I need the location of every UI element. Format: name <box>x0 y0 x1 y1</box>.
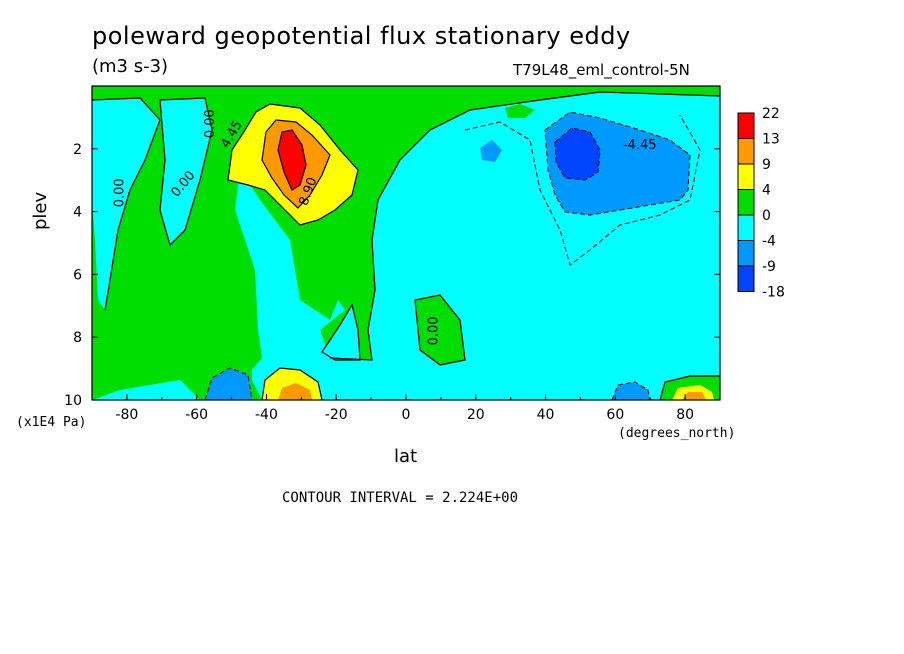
colorbar-swatch <box>737 265 755 292</box>
x-tick-label: 20 <box>467 407 485 423</box>
x-axis-label: lat <box>394 446 418 467</box>
colorbar-label: -18 <box>762 285 785 301</box>
x-tick-label: -20 <box>325 407 348 423</box>
field-cyan-south2 <box>160 98 212 245</box>
contour-label: 0.00 <box>426 316 441 345</box>
contour-label: 0.00 <box>112 178 127 207</box>
colorbar-label: 13 <box>762 132 780 148</box>
x-tick-label: 40 <box>537 407 555 423</box>
chart-title: poleward geopotential flux stationary ed… <box>92 22 631 50</box>
y-axis-unit: (x1E4 Pa) <box>16 415 87 430</box>
field-green-north-small <box>505 104 535 118</box>
y-axis: 2 4 6 8 10 <box>64 142 720 409</box>
colorbar-swatch <box>737 189 755 216</box>
field-cyan-south <box>92 98 160 310</box>
contour-interval: CONTOUR INTERVAL = 2.224E+00 <box>282 490 519 506</box>
chart-units: (m3 s-3) <box>92 56 169 77</box>
field-orange-surface <box>278 383 312 400</box>
x-tick-label: -40 <box>255 407 278 423</box>
plot-field <box>92 86 720 400</box>
colorbar-label: 0 <box>762 208 771 224</box>
y-tick-label: 2 <box>73 142 82 158</box>
field-cyan-mid <box>322 305 360 360</box>
colorbar-swatch <box>737 240 755 267</box>
x-tick-label: 0 <box>402 407 411 423</box>
colorbar-label: 9 <box>762 157 771 173</box>
negative-contours <box>204 111 701 400</box>
field-orange-north-surface <box>682 392 706 400</box>
field-green-tropic <box>415 295 465 365</box>
y-tick-label: 8 <box>73 330 82 346</box>
x-axis: -80 -60 -40 -20 0 20 40 60 80 <box>91 394 721 423</box>
colorbar-swatch <box>737 112 755 139</box>
x-tick-label: 60 <box>606 407 624 423</box>
contour-label: -4.45 <box>623 138 657 153</box>
colorbar-swatch <box>737 163 755 190</box>
colorbar-swatch <box>737 138 755 165</box>
y-tick-label: 10 <box>64 393 82 409</box>
colorbar: 22 13 9 4 0 -4 -9 -18 <box>737 106 785 301</box>
colorbar-label: -9 <box>762 259 776 275</box>
colorbar-label: 22 <box>762 106 780 122</box>
contour-lines <box>92 86 720 400</box>
field-blue-dark-north <box>555 128 600 180</box>
colorbar-label: -4 <box>762 234 776 250</box>
x-tick-label: 80 <box>676 407 694 423</box>
colorbar-swatch <box>737 214 755 241</box>
field-blue-south-surface <box>205 368 252 400</box>
field-blue-small <box>480 140 502 162</box>
x-tick-label: -80 <box>115 407 138 423</box>
x-axis-unit: (degrees_north) <box>618 426 736 441</box>
x-tick-label: -60 <box>185 407 208 423</box>
run-label: T79L48_eml_control-5N <box>513 61 690 79</box>
contour-label: 0.00 <box>203 109 218 138</box>
y-tick-label: 4 <box>73 205 82 221</box>
y-tick-label: 6 <box>73 267 82 283</box>
field-red <box>278 130 306 190</box>
field-blue-north-surface <box>612 382 650 400</box>
y-axis-label: plev <box>30 191 51 230</box>
colorbar-label: 4 <box>762 183 771 199</box>
